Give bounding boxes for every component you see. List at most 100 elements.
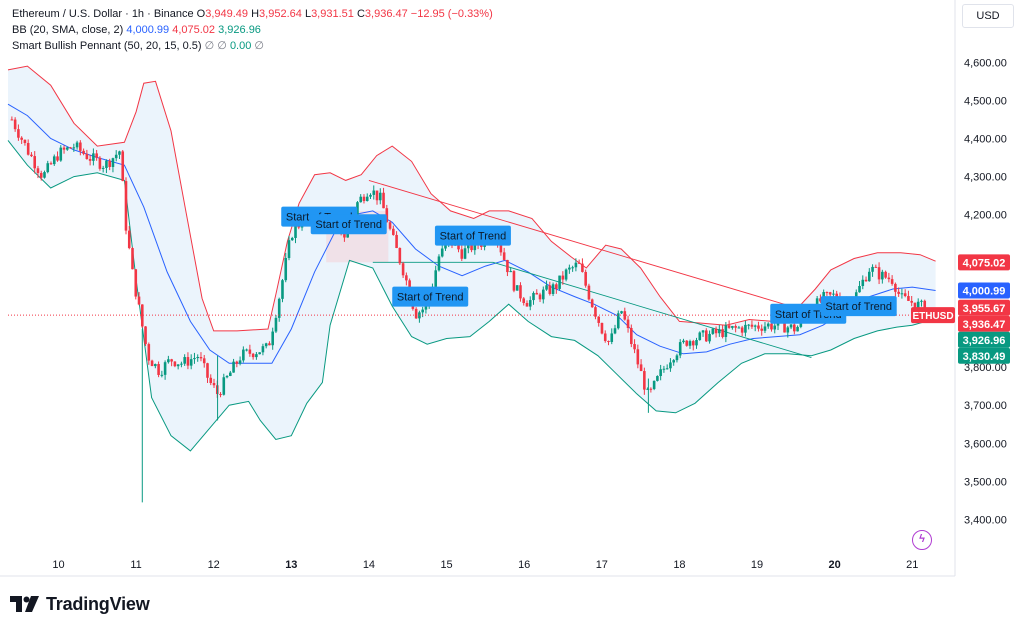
y-tick-label: 4,400.00 bbox=[964, 133, 1007, 145]
candle bbox=[271, 331, 274, 346]
candle bbox=[828, 292, 832, 295]
candle bbox=[913, 302, 917, 310]
candle bbox=[522, 298, 526, 304]
price-tag-bg bbox=[958, 331, 1010, 348]
candle bbox=[894, 283, 897, 292]
candle bbox=[375, 190, 379, 201]
candle bbox=[264, 343, 268, 347]
candle bbox=[212, 383, 216, 386]
candle bbox=[147, 344, 151, 361]
candle bbox=[258, 352, 261, 355]
event-lightning-icon[interactable]: ϟ bbox=[912, 530, 932, 550]
candle bbox=[770, 323, 773, 330]
candle bbox=[85, 153, 89, 160]
candle bbox=[424, 304, 428, 310]
candle bbox=[36, 168, 40, 173]
candle bbox=[274, 317, 278, 332]
marker-label-bg bbox=[310, 214, 387, 235]
candle bbox=[251, 353, 255, 358]
candle bbox=[170, 359, 173, 362]
candle bbox=[737, 327, 741, 329]
currency-button[interactable]: USD bbox=[962, 4, 1014, 28]
candle bbox=[385, 208, 389, 223]
candle bbox=[26, 143, 30, 155]
bb-band-fill bbox=[8, 66, 936, 451]
candle bbox=[294, 225, 297, 238]
candle bbox=[395, 234, 398, 249]
candle bbox=[528, 300, 532, 307]
candle bbox=[59, 147, 63, 161]
candle bbox=[538, 294, 542, 300]
price-tag-text: 3,926.96 bbox=[963, 335, 1006, 347]
bb-indicator-label[interactable]: BB (20, SMA, close, 2) bbox=[12, 24, 124, 36]
pennant-row: Smart Bullish Pennant (50, 20, 15, 0.5) … bbox=[12, 38, 493, 54]
price-tag-bg bbox=[958, 254, 1010, 271]
candle bbox=[551, 284, 555, 294]
pennant-indicator-label[interactable]: Smart Bullish Pennant (50, 20, 15, 0.5) bbox=[12, 40, 202, 52]
candle bbox=[665, 368, 669, 370]
marker-label-text: Start of Trend bbox=[825, 301, 892, 313]
candle bbox=[623, 311, 627, 320]
candle bbox=[23, 139, 27, 144]
ohlc-close-label: C bbox=[356, 8, 365, 20]
candle bbox=[49, 163, 53, 165]
y-tick-label: 3,700.00 bbox=[964, 400, 1007, 412]
candle bbox=[564, 269, 568, 280]
candle bbox=[95, 153, 98, 158]
candle bbox=[636, 349, 640, 365]
candle bbox=[515, 285, 519, 291]
candle bbox=[437, 256, 441, 271]
candle bbox=[659, 369, 662, 377]
candle bbox=[219, 394, 222, 396]
candle bbox=[242, 349, 245, 361]
candle bbox=[639, 364, 643, 372]
y-tick-label: 3,500.00 bbox=[964, 476, 1007, 488]
candle bbox=[245, 349, 248, 351]
x-tick-label: 21 bbox=[906, 559, 918, 571]
candle bbox=[75, 142, 79, 148]
ohlc-open: 3,949.49 bbox=[205, 8, 249, 20]
candle bbox=[796, 326, 799, 332]
start-of-trend-marker-5[interactable]: Start of Trend bbox=[820, 296, 897, 317]
candle bbox=[356, 202, 359, 215]
start-of-trend-marker-1[interactable]: Start of Trend bbox=[310, 214, 387, 235]
x-tick-label: 14 bbox=[363, 559, 375, 571]
candle bbox=[724, 325, 728, 337]
candle bbox=[675, 355, 679, 361]
price-tag: 4,075.02 bbox=[958, 254, 1010, 271]
candle bbox=[255, 354, 258, 358]
price-tag: 4,000.99 bbox=[958, 282, 1010, 299]
candle bbox=[157, 364, 160, 375]
chart-legend: Ethereum / U.S. Dollar · 1h · Binance O3… bbox=[12, 6, 493, 54]
candle bbox=[727, 325, 731, 328]
candle bbox=[398, 248, 402, 264]
candle bbox=[72, 147, 76, 149]
candle bbox=[884, 271, 887, 278]
candle bbox=[359, 196, 363, 203]
tradingview-logo[interactable]: TradingView bbox=[10, 592, 150, 616]
candle bbox=[101, 167, 105, 169]
candle bbox=[757, 325, 760, 329]
price-tag: 3,926.96 bbox=[958, 331, 1010, 348]
candle bbox=[56, 156, 59, 161]
candle bbox=[581, 263, 584, 272]
bb-lower-line bbox=[7, 140, 936, 452]
price-tag-bg bbox=[958, 347, 1010, 364]
start-of-trend-marker-3[interactable]: Start of Trend bbox=[434, 225, 511, 246]
price-tag-bg bbox=[958, 282, 1010, 299]
candle bbox=[610, 333, 614, 342]
candle bbox=[225, 375, 229, 378]
candle bbox=[750, 324, 754, 327]
candle bbox=[881, 271, 884, 280]
candle bbox=[541, 289, 545, 300]
candle bbox=[574, 262, 578, 268]
x-tick-label: 18 bbox=[673, 559, 685, 571]
candle bbox=[613, 328, 617, 334]
symbol-title[interactable]: Ethereum / U.S. Dollar · 1h · Binance bbox=[12, 8, 194, 20]
ohlc-row: Ethereum / U.S. Dollar · 1h · Binance O3… bbox=[12, 6, 493, 22]
candle bbox=[52, 156, 56, 165]
candle bbox=[571, 267, 574, 269]
start-of-trend-marker-2[interactable]: Start of Trend bbox=[392, 286, 469, 307]
candle bbox=[277, 298, 281, 318]
